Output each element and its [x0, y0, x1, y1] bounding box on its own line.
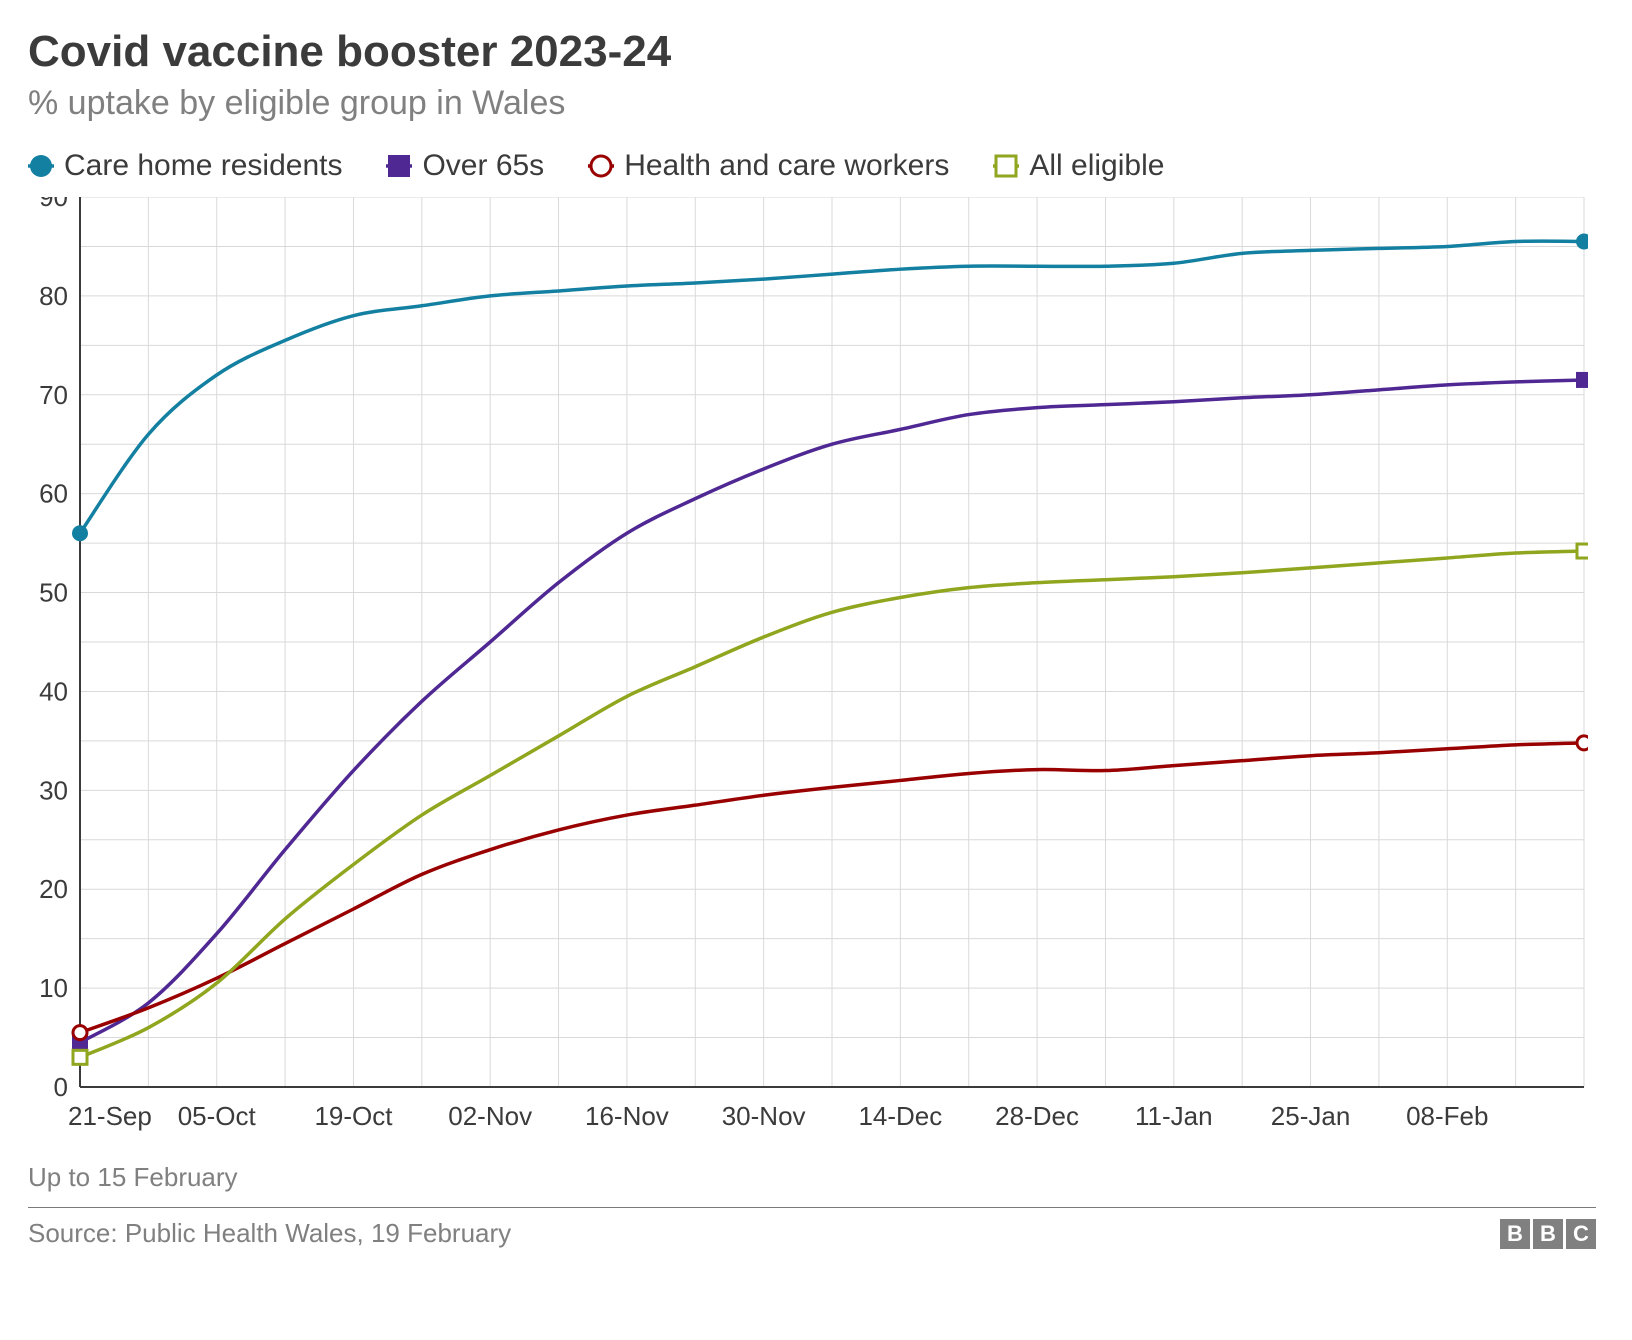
- chart-title: Covid vaccine booster 2023-24: [28, 28, 1596, 76]
- legend-item: All eligible: [993, 149, 1164, 183]
- x-tick-label: 14-Dec: [858, 1101, 942, 1131]
- x-tick-label: 30-Nov: [722, 1101, 806, 1131]
- legend-item: Health and care workers: [588, 149, 949, 183]
- y-tick-label: 30: [39, 776, 68, 806]
- bbc-logo: BBC: [1500, 1219, 1596, 1249]
- y-tick-label: 50: [39, 578, 68, 608]
- line-chart: 0 10 20 30 40 50 60 70 80 90 21-Sep 05-Oct 19-Oct 02-…: [28, 197, 1596, 1142]
- marker-circle-open: [73, 1026, 87, 1040]
- source-text: Source: Public Health Wales, 19 February: [28, 1218, 511, 1249]
- y-tick-label: 70: [39, 380, 68, 410]
- marker-square-filled: [1576, 372, 1588, 388]
- y-tick-label: 20: [39, 875, 68, 905]
- legend-item: Care home residents: [28, 149, 342, 183]
- marker-square-open: [73, 1051, 87, 1065]
- footer-divider: [28, 1207, 1596, 1208]
- legend-label: Health and care workers: [624, 149, 949, 183]
- logo-block: B: [1533, 1219, 1563, 1249]
- x-tick-label: 21-Sep: [68, 1101, 152, 1131]
- x-tick-label: 16-Nov: [585, 1101, 669, 1131]
- legend-label: Over 65s: [422, 149, 544, 183]
- legend-label: Care home residents: [64, 149, 342, 183]
- x-tick-label: 25-Jan: [1271, 1101, 1351, 1131]
- x-tick-label: 02-Nov: [448, 1101, 532, 1131]
- marker-square-open: [1577, 544, 1588, 558]
- legend-item: Over 65s: [386, 149, 544, 183]
- y-tick-label: 80: [39, 281, 68, 311]
- y-tick-label: 0: [54, 1072, 68, 1102]
- legend-label: All eligible: [1029, 149, 1164, 183]
- x-tick-label: 28-Dec: [995, 1101, 1079, 1131]
- chart-subtitle: % uptake by eligible group in Wales: [28, 84, 1596, 123]
- logo-block: C: [1566, 1219, 1596, 1249]
- y-tick-label: 60: [39, 479, 68, 509]
- x-tick-label: 19-Oct: [314, 1101, 393, 1131]
- y-tick-label: 40: [39, 677, 68, 707]
- y-tick-label: 90: [39, 197, 68, 212]
- marker-circle-filled: [1576, 234, 1588, 250]
- marker-circle-filled: [72, 526, 88, 542]
- y-tick-label: 10: [39, 974, 68, 1004]
- marker-circle-open: [1577, 736, 1588, 750]
- legend: Care home residents Over 65s Health and ca…: [28, 149, 1596, 183]
- chart-note: Up to 15 February: [28, 1162, 1596, 1193]
- x-tick-label: 11-Jan: [1135, 1101, 1213, 1131]
- x-tick-label: 05-Oct: [178, 1101, 257, 1131]
- logo-block: B: [1500, 1219, 1530, 1249]
- x-tick-label: 08-Feb: [1406, 1101, 1488, 1131]
